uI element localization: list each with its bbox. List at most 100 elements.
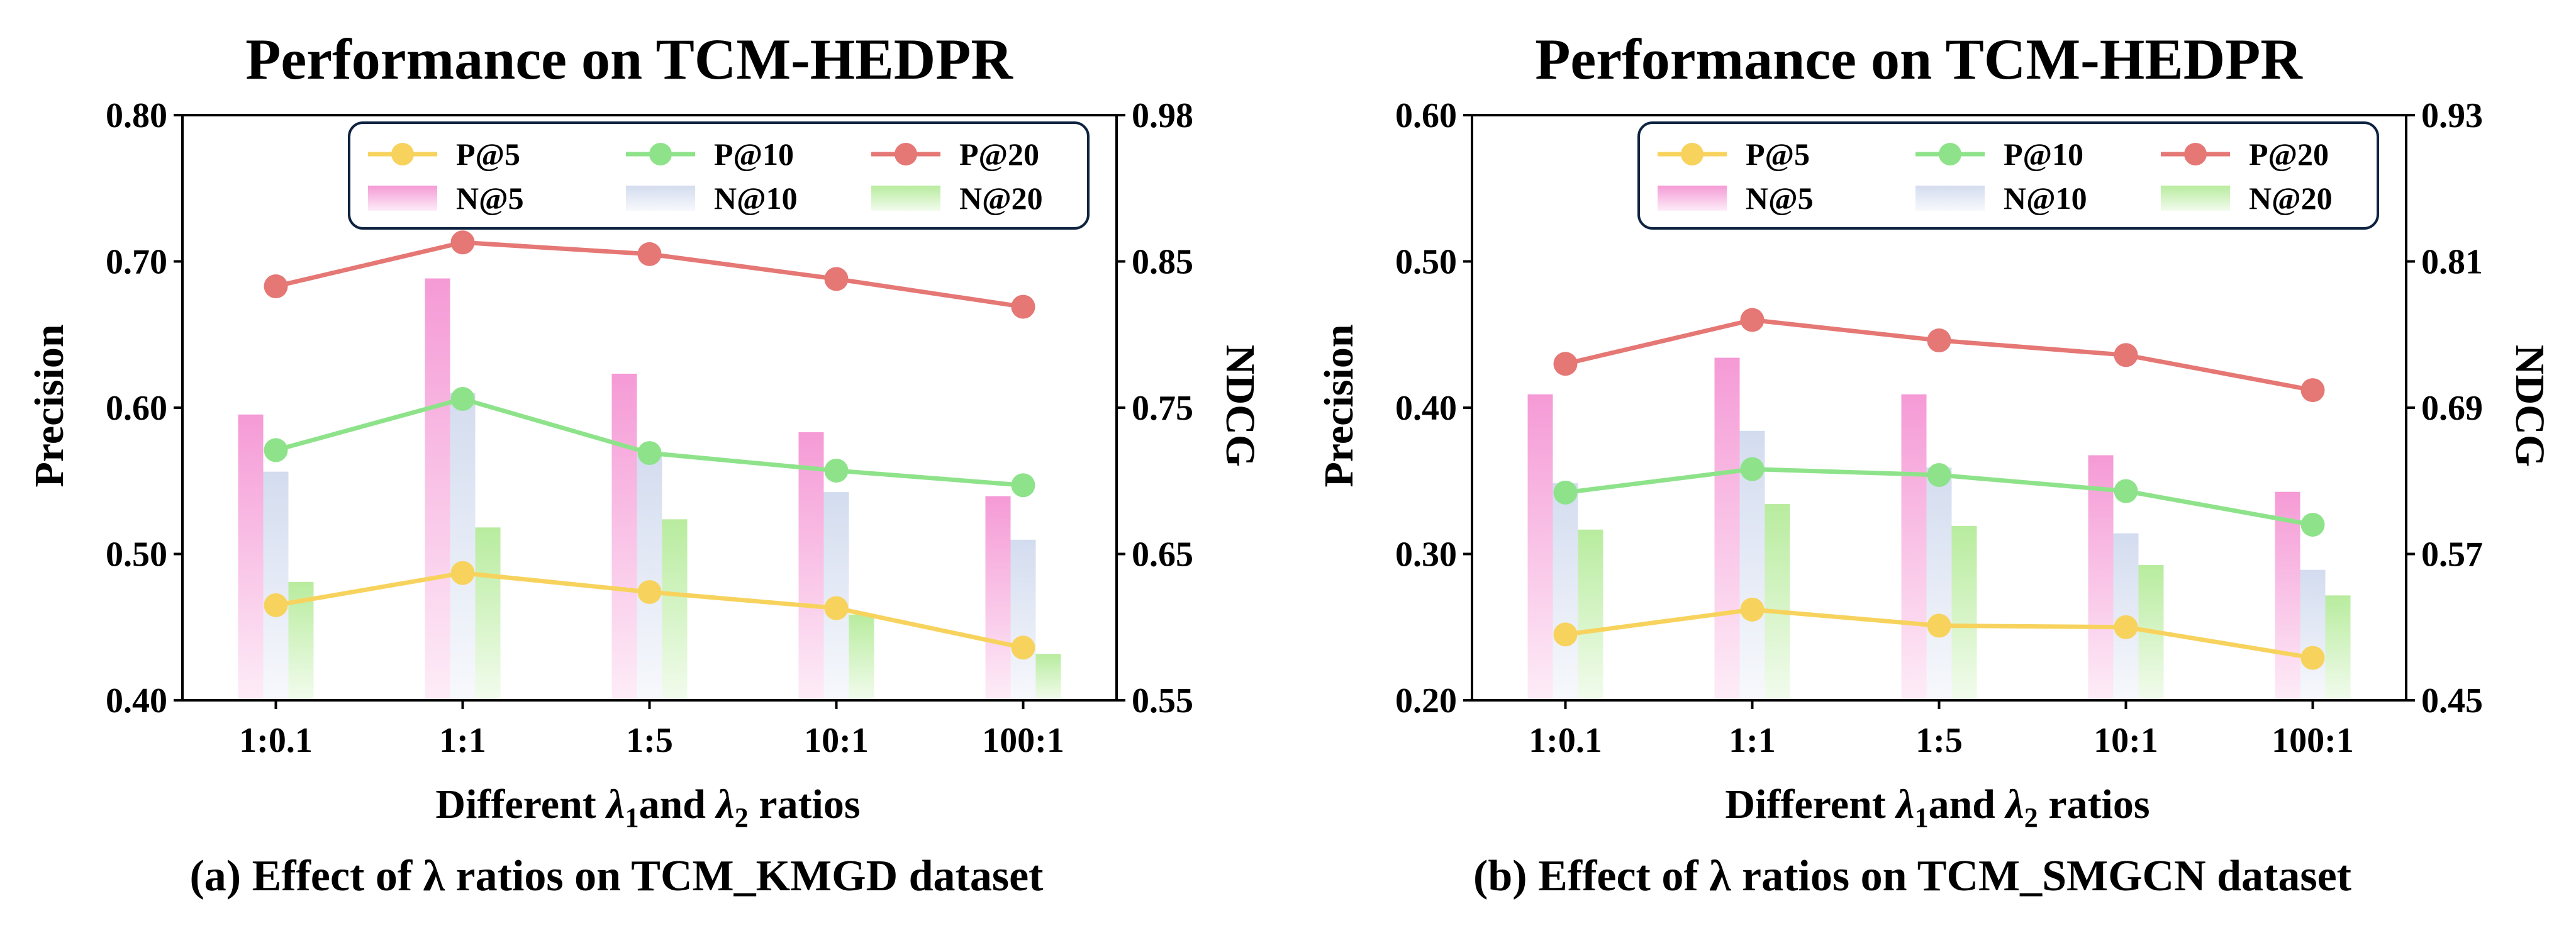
point-P10-1-5 bbox=[1927, 462, 1951, 487]
legend-swatch-bar bbox=[871, 186, 940, 211]
legend-swatch-bar bbox=[1915, 186, 1985, 211]
y2-tick-label: 0.75 bbox=[1132, 389, 1193, 428]
chart-title: Performance on TCM-HEDPR bbox=[1535, 27, 2303, 91]
y2-tick-label: 0.57 bbox=[2421, 535, 2483, 574]
lambda-subscript: 1 bbox=[625, 802, 639, 833]
x-axis-label-suffix: ratios bbox=[2038, 781, 2150, 827]
y2-tick-label: 0.98 bbox=[1132, 96, 1193, 135]
x-tick-label: 10:1 bbox=[804, 721, 869, 760]
lambda-subscript: 2 bbox=[735, 802, 749, 833]
y2-tick-label: 0.93 bbox=[2421, 96, 2483, 135]
bar-N20-10-1 bbox=[849, 614, 874, 700]
point-P10-100-1 bbox=[1011, 473, 1035, 498]
point-P20-1-1 bbox=[1740, 308, 1765, 332]
x-tick-label: 100:1 bbox=[982, 721, 1064, 760]
bar-N5-1-1 bbox=[1714, 357, 1740, 700]
y-tick-label: 0.60 bbox=[1395, 96, 1457, 135]
bar-N20-1-0-1 bbox=[1578, 529, 1603, 700]
legend-label-P20: P@20 bbox=[959, 137, 1039, 172]
point-P20-1-1 bbox=[450, 230, 475, 255]
bar-N5-10-1 bbox=[2088, 455, 2114, 700]
bar-N5-10-1 bbox=[798, 432, 824, 700]
y2-tick-label: 0.55 bbox=[1132, 681, 1193, 720]
legend-label-P5: P@5 bbox=[456, 137, 520, 172]
x-tick-label: 1:0.1 bbox=[1529, 721, 1602, 760]
bar-N10-100-1 bbox=[1010, 539, 1036, 700]
y2-tick-label: 0.45 bbox=[2421, 681, 2483, 720]
point-P10-1-5 bbox=[637, 441, 662, 466]
bar-N10-1-0-1 bbox=[263, 471, 289, 700]
point-P20-1-5 bbox=[1927, 328, 1951, 353]
bar-N10-1-0-1 bbox=[1553, 483, 1578, 700]
point-P5-10-1 bbox=[2114, 615, 2138, 639]
legend-label-P10: P@10 bbox=[2004, 137, 2083, 172]
legend: P@5 P@10 P@20 N@5 N@10 N@20 bbox=[1637, 121, 2379, 230]
legend-swatch-marker bbox=[2184, 143, 2207, 165]
bar-N5-1-1 bbox=[425, 278, 450, 700]
y-tick-label: 0.80 bbox=[106, 96, 167, 135]
legend-label-P20: P@20 bbox=[2249, 137, 2329, 172]
x-axis-label-mid: and bbox=[1929, 781, 2006, 827]
x-axis-label-prefix: Different bbox=[435, 781, 606, 827]
x-tick-label: 1:1 bbox=[439, 721, 486, 760]
point-P20-1-0-1 bbox=[1553, 352, 1578, 376]
y2-tick-label: 0.85 bbox=[1132, 243, 1193, 282]
y2-tick-label: 0.65 bbox=[1132, 535, 1193, 574]
bar-N5-1-5 bbox=[1901, 394, 1927, 700]
y-tick-label: 0.60 bbox=[106, 389, 167, 428]
point-P10-10-1 bbox=[2114, 479, 2138, 503]
lambda-symbol: λ bbox=[2004, 781, 2024, 827]
point-P20-1-0-1 bbox=[264, 274, 288, 299]
bar-N5-100-1 bbox=[985, 496, 1011, 700]
x-tick-label: 1:5 bbox=[626, 721, 673, 760]
lambda-symbol: λ bbox=[1894, 781, 1914, 827]
legend-swatch-marker bbox=[649, 143, 672, 165]
point-P20-10-1 bbox=[824, 267, 849, 291]
bar-N20-1-5 bbox=[662, 519, 688, 700]
plot-area: 0.40 0.50 0.60 0.70 0.80 0.55 0.65 0.75 0.85 0.98… bbox=[106, 96, 1193, 760]
legend-swatch-bar bbox=[368, 186, 437, 211]
y-tick-label: 0.40 bbox=[1395, 389, 1457, 428]
chart-panel-a: Performance on TCM-HEDPR Precision NDCG … bbox=[26, 27, 1263, 900]
point-P5-10-1 bbox=[824, 596, 849, 620]
point-P5-1-5 bbox=[637, 579, 662, 604]
bar-N20-100-1 bbox=[2325, 595, 2351, 700]
chart-caption: (a) Effect of λ ratios on TCM_KMGD datas… bbox=[189, 852, 1043, 900]
y-tick-label: 0.20 bbox=[1395, 681, 1457, 720]
lambda-subscript: 2 bbox=[2024, 802, 2038, 833]
x-axis-label-mid: and bbox=[639, 781, 716, 827]
y-axis-label: Precision bbox=[26, 324, 72, 487]
chart-caption: (b) Effect of λ ratios on TCM_SMGCN data… bbox=[1473, 852, 2351, 900]
y-tick-label: 0.50 bbox=[1395, 243, 1457, 282]
y2-tick-label: 0.69 bbox=[2421, 389, 2483, 428]
point-P10-1-0-1 bbox=[1553, 480, 1578, 505]
point-P5-100-1 bbox=[2300, 646, 2325, 670]
y2-tick-label: 0.81 bbox=[2421, 243, 2483, 282]
point-P20-100-1 bbox=[2300, 378, 2325, 403]
y-tick-label: 0.30 bbox=[1395, 535, 1457, 574]
bar-N20-100-1 bbox=[1035, 654, 1061, 700]
point-P20-1-5 bbox=[637, 242, 662, 266]
x-axis-label-suffix: ratios bbox=[749, 781, 861, 827]
y2-axis-label: NDCG bbox=[1217, 345, 1263, 467]
x-axis-label: Different λ1and λ2 ratios bbox=[1725, 781, 2149, 833]
x-axis-label: Different λ1and λ2 ratios bbox=[435, 781, 860, 833]
x-tick-label: 1:1 bbox=[1729, 721, 1776, 760]
legend: P@5 P@10 P@20 N@5 N@10 N@20 bbox=[348, 121, 1090, 230]
legend-label-N20: N@20 bbox=[959, 181, 1043, 216]
bar-N5-1-0-1 bbox=[238, 414, 264, 700]
bar-N20-1-1 bbox=[475, 527, 501, 700]
point-P10-1-1 bbox=[1740, 457, 1765, 481]
point-P5-1-5 bbox=[1927, 613, 1951, 638]
point-P10-1-1 bbox=[450, 387, 475, 411]
legend-label-N5: N@5 bbox=[456, 181, 524, 216]
point-P5-1-1 bbox=[450, 561, 475, 585]
y-tick-label: 0.70 bbox=[106, 243, 167, 282]
y-tick-label: 0.50 bbox=[106, 535, 167, 574]
x-tick-label: 100:1 bbox=[2272, 721, 2354, 760]
x-axis-label-prefix: Different bbox=[1725, 781, 1896, 827]
plot-area: 0.20 0.30 0.40 0.50 0.60 0.45 0.57 0.69 0.81 0.93… bbox=[1395, 96, 2483, 760]
lambda-symbol: λ bbox=[605, 781, 625, 827]
